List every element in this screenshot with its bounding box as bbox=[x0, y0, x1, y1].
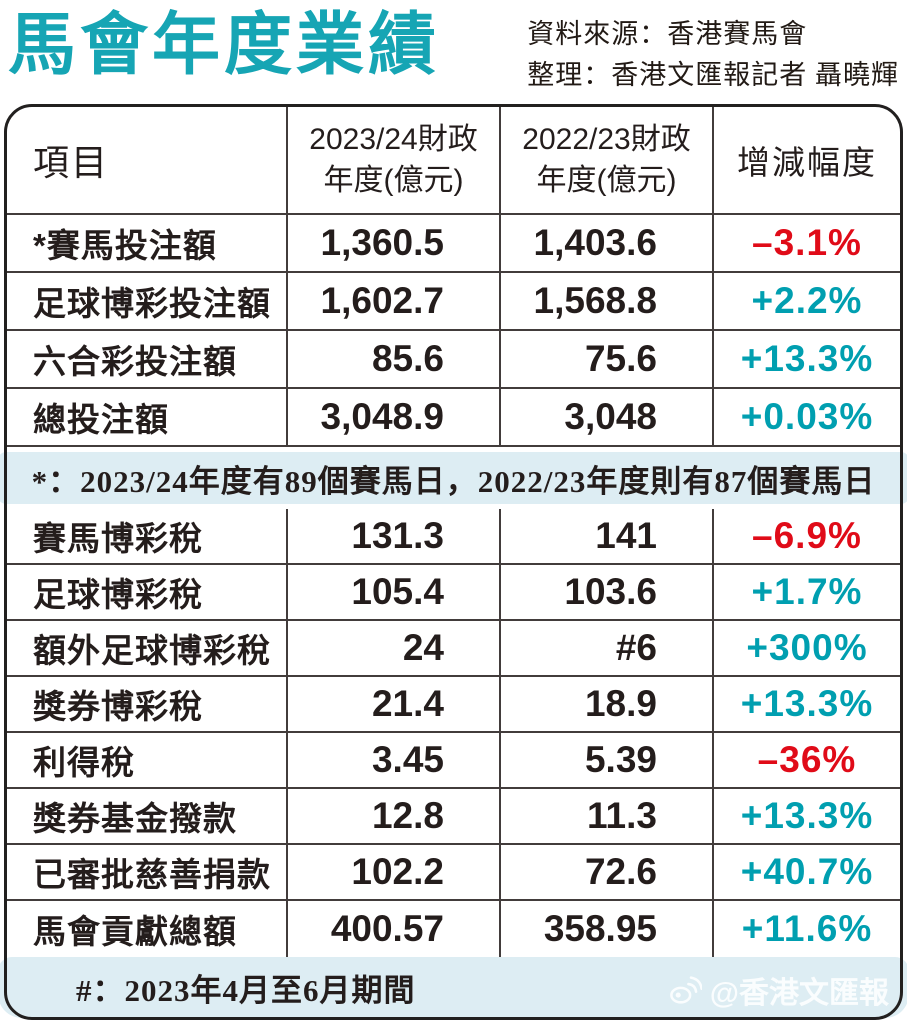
change-value: +11.6% bbox=[741, 908, 873, 949]
table-row: 馬會貢獻總額 400.57 358.95 +11.6% bbox=[7, 901, 900, 957]
table-row: 利得稅 3.45 5.39 –36% bbox=[7, 733, 900, 789]
value-2023-24: 24 bbox=[288, 621, 501, 675]
item-label: 足球博彩稅 bbox=[7, 565, 288, 619]
change-value: +2.2% bbox=[751, 280, 863, 321]
value-2022-23: 1,403.6 bbox=[501, 215, 714, 271]
value-2022-23: #6 bbox=[501, 621, 714, 675]
fy2022-23-line2: 年度(億元) bbox=[536, 164, 677, 197]
item-label: 馬會貢獻總額 bbox=[7, 901, 288, 957]
table-row: 總投注額 3,048.9 3,048 +0.03% bbox=[7, 389, 900, 447]
change-value: +13.3% bbox=[740, 683, 874, 724]
item-label: 賽馬博彩稅 bbox=[7, 509, 288, 563]
value-2023-24: 131.3 bbox=[288, 509, 501, 563]
change-value: +13.3% bbox=[740, 795, 874, 836]
value-2023-24: 1,602.7 bbox=[288, 273, 501, 329]
fy2023-24-line1: 2023/24財政 bbox=[309, 123, 478, 156]
value-2023-24: 12.8 bbox=[288, 789, 501, 843]
value-2023-24: 3.45 bbox=[288, 733, 501, 787]
item-label: 利得稅 bbox=[7, 733, 288, 787]
table-row: 已審批慈善捐款 102.2 72.6 +40.7% bbox=[7, 845, 900, 901]
change-value: +13.3% bbox=[740, 338, 874, 379]
change-value: –6.9% bbox=[752, 515, 862, 556]
item-label: 額外足球博彩稅 bbox=[7, 621, 288, 675]
item-label: 獎券博彩稅 bbox=[7, 677, 288, 731]
value-2023-24: 21.4 bbox=[288, 677, 501, 731]
page-title: 馬會年度業績 bbox=[8, 7, 441, 83]
raceday-note: *：2023/24年度有89個賽馬日，2022/23年度則有87個賽馬日 bbox=[0, 452, 907, 504]
item-label: 足球博彩投注額 bbox=[7, 273, 288, 329]
value-2022-23: 103.6 bbox=[501, 565, 714, 619]
fy2022-23-line1: 2022/23財政 bbox=[522, 123, 691, 156]
table-row: 獎券博彩稅 21.4 18.9 +13.3% bbox=[7, 677, 900, 733]
table-row: 足球博彩稅 105.4 103.6 +1.7% bbox=[7, 565, 900, 621]
value-2022-23: 75.6 bbox=[501, 331, 714, 387]
item-label: 已審批慈善捐款 bbox=[7, 845, 288, 899]
value-2022-23: 11.3 bbox=[501, 789, 714, 843]
column-header-fy2022-23: 2022/23財政 年度(億元) bbox=[501, 107, 714, 213]
table-row: 足球博彩投注額 1,602.7 1,568.8 +2.2% bbox=[7, 273, 900, 331]
masthead: 馬會年度業績 資料來源：香港賽馬會 整理：香港文匯報記者 聶曉輝 bbox=[0, 0, 907, 98]
turnover-section: *賽馬投注額 1,360.5 1,403.6 –3.1% 足球博彩投注額 1,6… bbox=[7, 215, 900, 447]
value-2023-24: 3,048.9 bbox=[288, 389, 501, 445]
value-2022-23: 141 bbox=[501, 509, 714, 563]
table-header-row: 項目 2023/24財政 年度(億元) 2022/23財政 年度(億元) 增減幅… bbox=[7, 107, 900, 215]
value-2023-24: 1,360.5 bbox=[288, 215, 501, 271]
column-header-change: 增減幅度 bbox=[737, 144, 877, 181]
table-row: 六合彩投注額 85.6 75.6 +13.3% bbox=[7, 331, 900, 389]
item-label: 獎券基金撥款 bbox=[7, 789, 288, 843]
table-row: *賽馬投注額 1,360.5 1,403.6 –3.1% bbox=[7, 215, 900, 273]
weibo-icon bbox=[668, 973, 702, 1007]
value-2022-23: 18.9 bbox=[501, 677, 714, 731]
source-block: 資料來源：香港賽馬會 整理：香港文匯報記者 聶曉輝 bbox=[527, 10, 899, 96]
change-value: +1.7% bbox=[751, 571, 863, 612]
compiled-by-line: 整理：香港文匯報記者 聶曉輝 bbox=[527, 60, 899, 90]
table-row: 賽馬博彩稅 131.3 141 –6.9% bbox=[7, 509, 900, 565]
results-table: 項目 2023/24財政 年度(億元) 2022/23財政 年度(億元) 增減幅… bbox=[0, 104, 907, 1020]
value-2022-23: 1,568.8 bbox=[501, 273, 714, 329]
period-note: #：2023年4月至6月期間 bbox=[0, 957, 907, 1018]
change-value: –36% bbox=[757, 739, 857, 780]
value-2022-23: 358.95 bbox=[501, 901, 714, 957]
item-label: 六合彩投注額 bbox=[7, 331, 288, 387]
value-2022-23: 5.39 bbox=[501, 733, 714, 787]
change-value: +0.03% bbox=[740, 396, 874, 437]
duty-section: 賽馬博彩稅 131.3 141 –6.9% 足球博彩稅 105.4 103.6 … bbox=[7, 509, 900, 957]
item-label: 總投注額 bbox=[7, 389, 288, 445]
value-2023-24: 105.4 bbox=[288, 565, 501, 619]
value-2022-23: 3,048 bbox=[501, 389, 714, 445]
source-line: 資料來源：香港賽馬會 bbox=[527, 19, 808, 49]
value-2023-24: 400.57 bbox=[288, 901, 501, 957]
change-value: +40.7% bbox=[740, 851, 874, 892]
watermark: @香港文匯報 bbox=[668, 968, 889, 1012]
fy2023-24-line2: 年度(億元) bbox=[323, 164, 464, 197]
value-2022-23: 72.6 bbox=[501, 845, 714, 899]
value-2023-24: 102.2 bbox=[288, 845, 501, 899]
column-header-item: 項目 bbox=[7, 107, 288, 213]
table-row: 獎券基金撥款 12.8 11.3 +13.3% bbox=[7, 789, 900, 845]
column-header-fy2023-24: 2023/24財政 年度(億元) bbox=[288, 107, 501, 213]
item-label: *賽馬投注額 bbox=[7, 215, 288, 271]
change-value: +300% bbox=[746, 627, 868, 668]
watermark-handle: @香港文匯報 bbox=[709, 977, 889, 1010]
value-2023-24: 85.6 bbox=[288, 331, 501, 387]
change-value: –3.1% bbox=[752, 222, 862, 263]
table-row: 額外足球博彩稅 24 #6 +300% bbox=[7, 621, 900, 677]
